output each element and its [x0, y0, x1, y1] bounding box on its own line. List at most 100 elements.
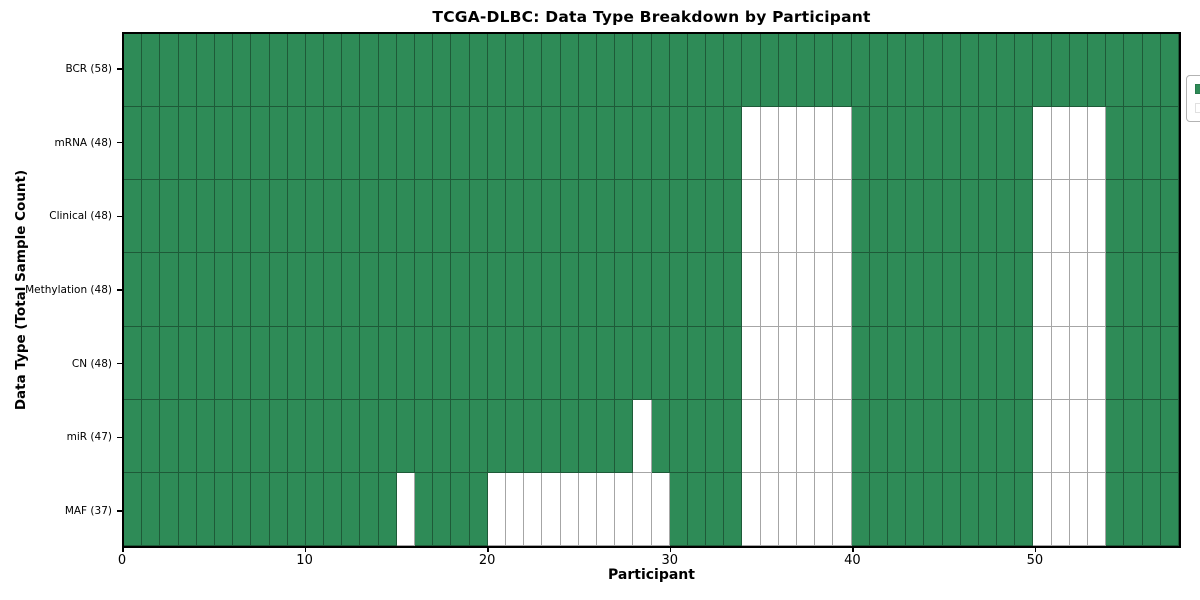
- heatmap-cell: [997, 472, 1016, 546]
- heatmap-cell: [615, 253, 634, 327]
- heatmap-cell: [1051, 326, 1070, 400]
- heatmap-cell: [1069, 180, 1089, 254]
- heatmap-cell: [251, 399, 270, 473]
- heatmap-cell: [142, 253, 161, 327]
- heatmap-cell: [1160, 180, 1179, 254]
- heatmap-cell: [196, 399, 215, 473]
- heatmap-cell: [342, 399, 361, 473]
- heatmap-cell: [669, 107, 688, 181]
- heatmap-cell: [360, 253, 379, 327]
- heatmap-cell: [706, 34, 725, 108]
- heatmap-cell: [742, 180, 761, 254]
- heatmap-cell: [487, 107, 506, 181]
- heatmap-cell: [633, 472, 652, 546]
- heatmap-cell: [196, 253, 215, 327]
- heatmap-cell: [651, 399, 670, 473]
- heatmap-cell: [1015, 253, 1034, 327]
- heatmap-cell: [687, 326, 707, 400]
- heatmap-cell: [797, 326, 816, 400]
- heatmap-cell: [869, 180, 888, 254]
- heatmap-cell: [833, 34, 852, 108]
- heatmap-cell: [706, 399, 725, 473]
- heatmap-cell: [687, 107, 707, 181]
- heatmap-cell: [869, 107, 888, 181]
- heatmap-cell: [778, 107, 798, 181]
- legend-item-present: Present: [1195, 82, 1200, 96]
- heatmap-cell: [305, 180, 325, 254]
- heatmap-cell: [1160, 472, 1179, 546]
- heatmap-cell: [578, 326, 597, 400]
- heatmap-cell: [469, 180, 488, 254]
- heatmap-cell: [233, 399, 252, 473]
- heatmap-cell: [287, 34, 306, 108]
- heatmap-cell: [360, 34, 379, 108]
- heatmap-cell: [578, 399, 597, 473]
- heatmap-cell: [1142, 326, 1161, 400]
- heatmap-cell: [942, 34, 961, 108]
- heatmap-cell: [542, 107, 561, 181]
- heatmap-cell: [869, 399, 888, 473]
- heatmap-cell: [505, 253, 525, 327]
- heatmap-cell: [797, 472, 816, 546]
- heatmap-cell: [524, 253, 543, 327]
- heatmap-cell: [542, 472, 561, 546]
- heatmap-cell: [433, 107, 452, 181]
- heatmap-cell: [578, 107, 597, 181]
- heatmap-cell: [960, 253, 979, 327]
- heatmap-cell: [1051, 472, 1070, 546]
- heatmap-cell: [742, 107, 761, 181]
- heatmap-cell: [1160, 34, 1179, 108]
- heatmap-cell: [233, 472, 252, 546]
- present-swatch: [1195, 84, 1200, 94]
- heatmap-cell: [760, 399, 779, 473]
- heatmap-cell: [615, 326, 634, 400]
- y-tick-label: miR (47): [66, 431, 112, 444]
- heatmap-cell: [997, 180, 1016, 254]
- heatmap-cell: [887, 472, 907, 546]
- heatmap-cell: [560, 253, 579, 327]
- heatmap-cell: [1088, 180, 1107, 254]
- heatmap-cell: [833, 107, 852, 181]
- heatmap-cell: [1142, 34, 1161, 108]
- heatmap-cell: [378, 326, 397, 400]
- heatmap-cell: [1088, 34, 1107, 108]
- heatmap-cell: [815, 180, 834, 254]
- heatmap-cell: [160, 34, 179, 108]
- heatmap-cell: [233, 34, 252, 108]
- heatmap-cell: [251, 180, 270, 254]
- heatmap-cell: [451, 34, 470, 108]
- heatmap-cell: [324, 34, 343, 108]
- heatmap-cell: [1015, 180, 1034, 254]
- heatmap-cell: [142, 399, 161, 473]
- heatmap-cell: [760, 472, 779, 546]
- heatmap-cell: [1142, 253, 1161, 327]
- heatmap-cell: [251, 34, 270, 108]
- heatmap-cell: [178, 472, 197, 546]
- heatmap-cell: [378, 472, 397, 546]
- heatmap-cell: [378, 253, 397, 327]
- heatmap-cell: [760, 34, 779, 108]
- heatmap-cell: [742, 399, 761, 473]
- heatmap-cell: [942, 326, 961, 400]
- heatmap-cell: [451, 180, 470, 254]
- heatmap-cell: [615, 180, 634, 254]
- heatmap-cell: [269, 180, 288, 254]
- heatmap-cell: [887, 34, 907, 108]
- x-tick-mark: [122, 548, 124, 552]
- heatmap-cell: [415, 34, 434, 108]
- heatmap-cell: [196, 326, 215, 400]
- heatmap-cell: [815, 326, 834, 400]
- heatmap-cell: [469, 253, 488, 327]
- heatmap-cell: [196, 34, 215, 108]
- heatmap-cell: [360, 180, 379, 254]
- heatmap-cell: [1051, 399, 1070, 473]
- heatmap-cell: [1106, 34, 1125, 108]
- y-tick-mark: [117, 362, 122, 365]
- heatmap-cell: [869, 326, 888, 400]
- heatmap-cell: [1160, 326, 1179, 400]
- heatmap-cell: [1142, 180, 1161, 254]
- heatmap-cell: [651, 107, 670, 181]
- heatmap-cell: [1124, 399, 1143, 473]
- heatmap-cell: [505, 399, 525, 473]
- heatmap-cell: [978, 399, 998, 473]
